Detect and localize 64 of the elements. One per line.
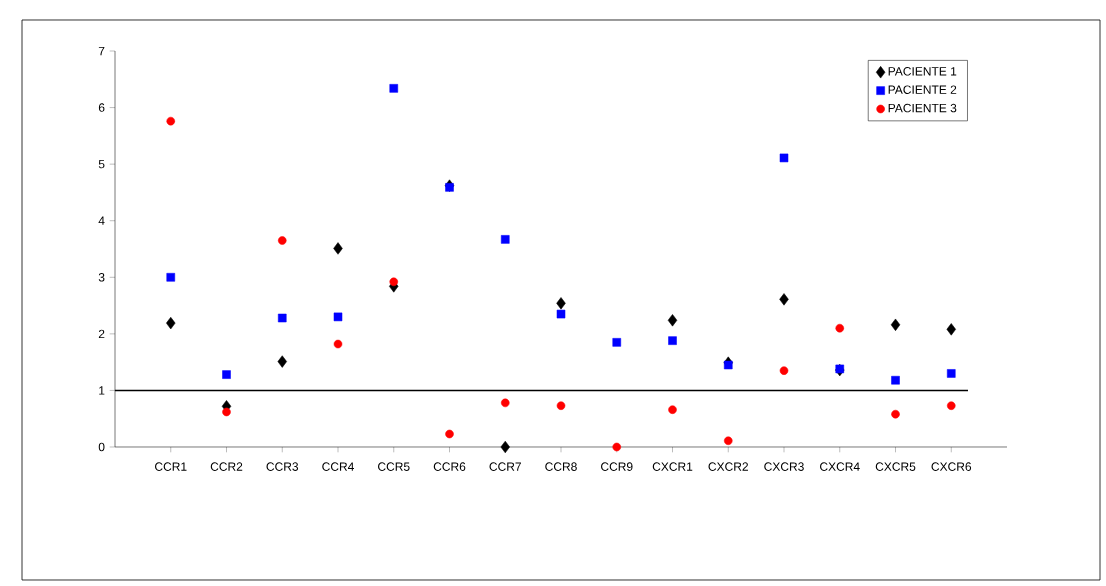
point — [723, 360, 733, 370]
point — [222, 407, 231, 417]
point — [277, 313, 287, 323]
point — [667, 314, 678, 327]
point — [779, 293, 789, 306]
y-tick-label: 2 — [98, 329, 105, 339]
x-tick-label: CCR6 — [433, 462, 466, 471]
x-tick-label: CCR9 — [601, 462, 633, 471]
point — [612, 442, 622, 452]
y-tick-label: 3 — [98, 273, 105, 282]
point — [891, 375, 900, 385]
y-tick-label: 5 — [98, 159, 105, 169]
point — [668, 336, 677, 345]
point — [389, 84, 399, 93]
point — [333, 242, 343, 255]
point — [612, 338, 622, 347]
x-tick-label: CCR3 — [266, 462, 299, 471]
point — [166, 273, 176, 282]
x-tick-label: CCR1 — [155, 462, 187, 471]
y-tick-label: 7 — [98, 46, 105, 56]
point — [946, 369, 956, 378]
legend-label: PACIENTE 3 — [888, 103, 957, 113]
x-tick-label: CCR2 — [210, 462, 243, 471]
point — [890, 318, 901, 331]
point — [166, 316, 176, 330]
point — [500, 440, 510, 454]
point — [779, 153, 789, 163]
y-tick-label: 1 — [99, 386, 105, 395]
x-tick-label: CXCR1 — [652, 462, 693, 471]
point — [891, 409, 900, 419]
point — [556, 297, 566, 310]
point — [445, 429, 454, 439]
point — [333, 312, 343, 322]
point — [389, 277, 399, 287]
point — [723, 436, 733, 446]
x-tick-label: CXCR3 — [764, 462, 804, 471]
point — [668, 405, 677, 414]
x-tick-label: CCR5 — [378, 462, 410, 471]
point — [166, 116, 176, 126]
x-tick-label: CCR8 — [545, 462, 577, 471]
point — [946, 323, 956, 336]
point — [556, 309, 566, 319]
legend-label: PACIENTE 1 — [888, 67, 957, 76]
point — [556, 401, 566, 410]
point — [500, 398, 510, 408]
x-tick-label: CXCR2 — [708, 462, 748, 471]
point — [445, 183, 454, 192]
y-tick-label: 4 — [98, 216, 105, 225]
point — [333, 339, 343, 349]
x-tick-label: CXCR5 — [875, 462, 916, 471]
y-tick-label: 0 — [98, 442, 105, 452]
point — [277, 355, 287, 368]
point — [222, 370, 231, 379]
y-tick-label: 6 — [98, 103, 105, 112]
point — [500, 235, 510, 244]
x-tick-label: CXCR6 — [931, 462, 972, 471]
point — [277, 236, 287, 245]
point — [779, 366, 789, 375]
x-tick-label: CXCR4 — [820, 462, 860, 471]
point — [946, 401, 956, 410]
x-tick-label: CCR4 — [322, 462, 354, 471]
legend-label: PACIENTE 2 — [888, 85, 957, 94]
x-tick-label: CCR7 — [489, 462, 521, 471]
point — [835, 323, 845, 333]
